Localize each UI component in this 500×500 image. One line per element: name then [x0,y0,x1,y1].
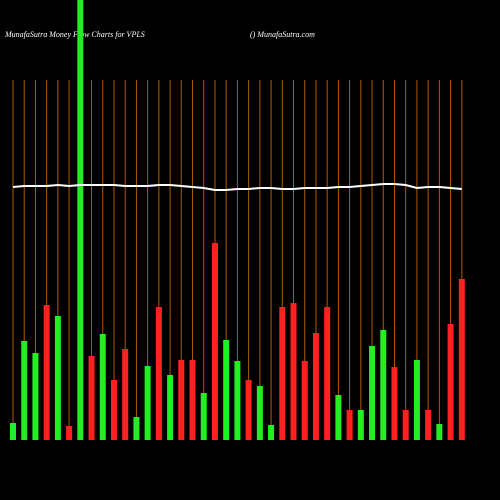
bar [200,393,207,440]
bar [155,307,162,440]
bar [54,316,61,440]
bar [346,410,353,440]
bar [88,356,95,440]
bar [402,410,409,440]
bar [425,410,432,440]
chart-title: MunafaSutra Money Flow Charts for VPLS [4,30,145,39]
bar [380,330,387,440]
bar [110,380,117,440]
bar [99,334,106,440]
bar [133,417,140,440]
bar [144,366,151,440]
bar [279,307,286,440]
bar [21,341,28,440]
chart-subtitle: () MunafaSutra.com [250,30,315,39]
bar [369,346,376,440]
bar [290,303,297,440]
bar [234,361,241,440]
bar [268,425,275,440]
bar [324,307,331,440]
bar [436,424,443,440]
bar [43,305,50,440]
bar [357,410,364,440]
bar [413,360,420,440]
bar [245,380,252,440]
bar [189,360,196,440]
bar [312,333,319,440]
bar [32,353,39,440]
bar [211,243,218,440]
bar [223,340,230,440]
bar [458,279,465,440]
bar [122,349,129,440]
bar [77,0,84,440]
bar [167,375,174,440]
bar [391,367,398,440]
bar [178,360,185,440]
bar [10,423,16,440]
bar [301,361,308,440]
bar [66,426,73,440]
bar [256,386,263,440]
bar [447,324,454,440]
money-flow-line [12,183,462,191]
bar [335,395,342,440]
